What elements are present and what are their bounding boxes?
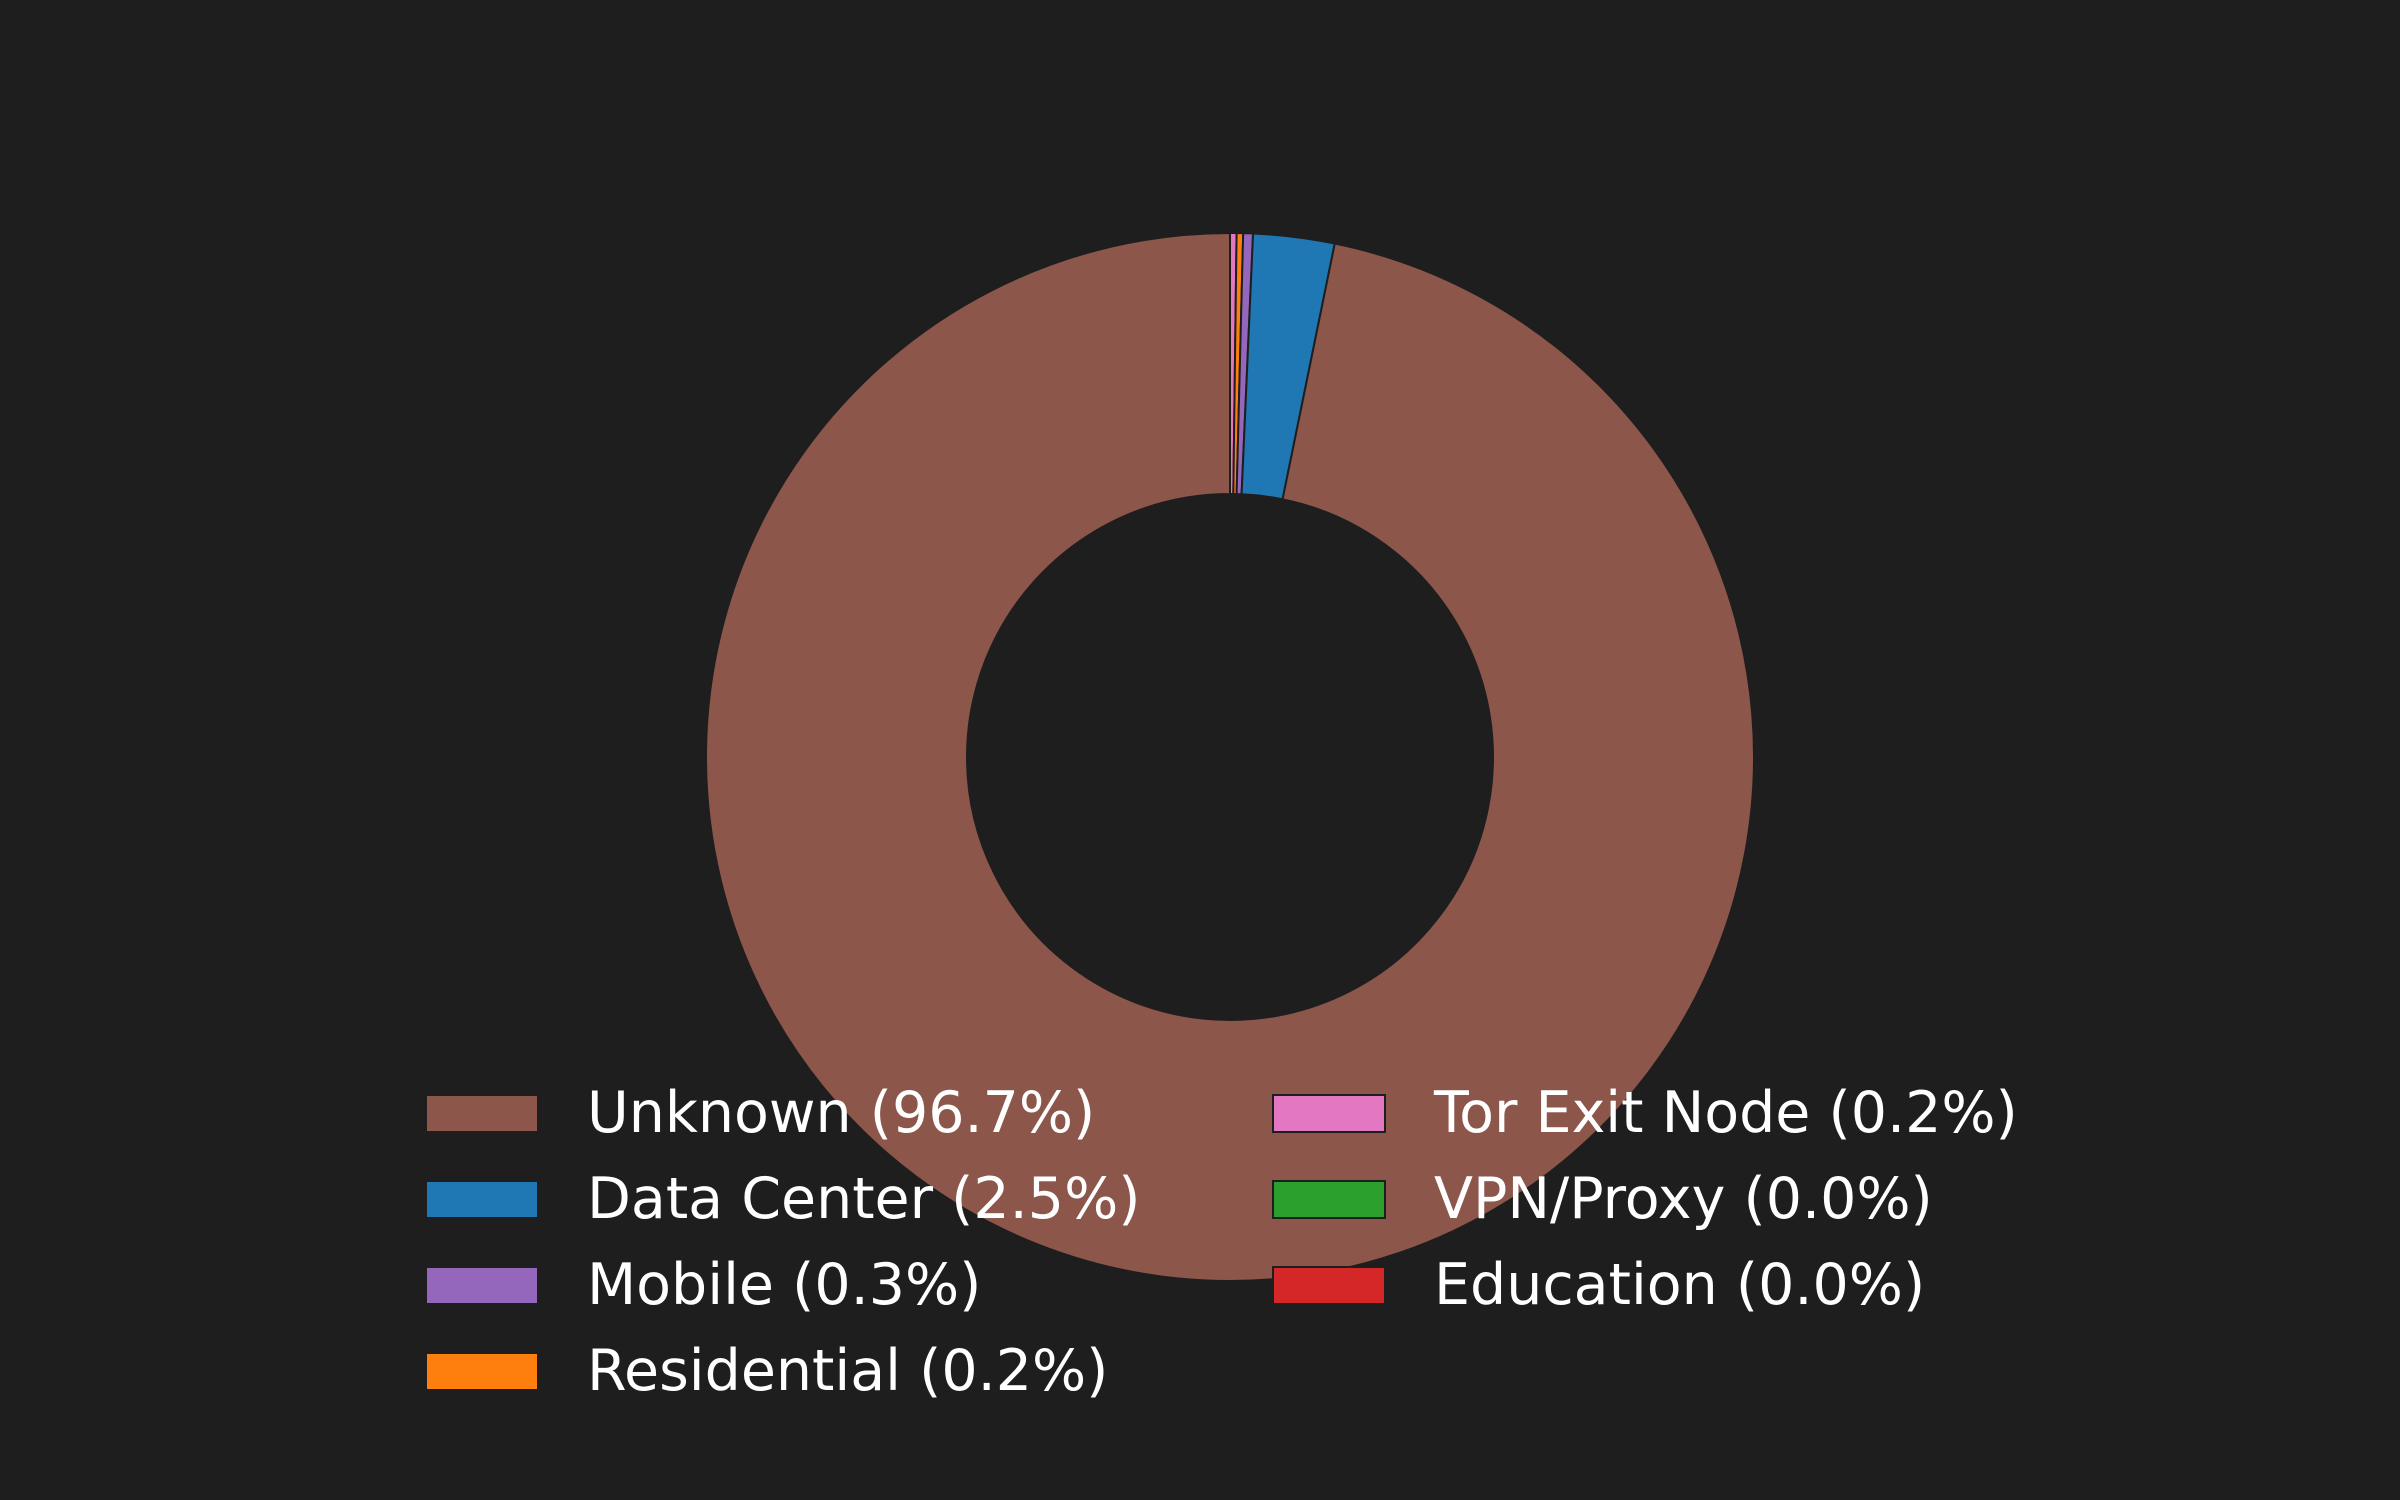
legend-item-residential: Residential (0.2%) (425, 1328, 1272, 1414)
legend: Unknown (96.7%) Data Center (2.5%) Mobil… (425, 1070, 2018, 1414)
legend-swatch-vpn-proxy (1272, 1179, 1386, 1219)
legend-item-mobile: Mobile (0.3%) (425, 1242, 1272, 1328)
legend-item-data-center: Data Center (2.5%) (425, 1156, 1272, 1242)
legend-item-vpn-proxy: VPN/Proxy (0.0%) (1272, 1156, 2018, 1242)
legend-swatch-mobile (425, 1265, 539, 1305)
legend-label-tor-exit-node: Tor Exit Node (0.2%) (1434, 1079, 2018, 1146)
legend-label-education: Education (0.0%) (1434, 1251, 1926, 1318)
legend-swatch-education (1272, 1265, 1386, 1305)
legend-label-vpn-proxy: VPN/Proxy (0.0%) (1434, 1165, 1933, 1232)
legend-label-mobile: Mobile (0.3%) (587, 1251, 982, 1318)
legend-item-education: Education (0.0%) (1272, 1242, 2018, 1328)
legend-swatch-residential (425, 1351, 539, 1391)
legend-item-tor-exit-node: Tor Exit Node (0.2%) (1272, 1070, 2018, 1156)
legend-label-unknown: Unknown (96.7%) (587, 1079, 1096, 1146)
slice-unknown (705, 232, 1755, 1282)
legend-swatch-unknown (425, 1093, 539, 1133)
legend-label-data-center: Data Center (2.5%) (587, 1165, 1141, 1232)
legend-label-residential: Residential (0.2%) (587, 1337, 1109, 1404)
slices-group (705, 231, 1755, 1282)
legend-item-unknown: Unknown (96.7%) (425, 1070, 1272, 1156)
legend-swatch-data-center (425, 1179, 539, 1219)
legend-swatch-tor-exit-node (1272, 1093, 1386, 1133)
